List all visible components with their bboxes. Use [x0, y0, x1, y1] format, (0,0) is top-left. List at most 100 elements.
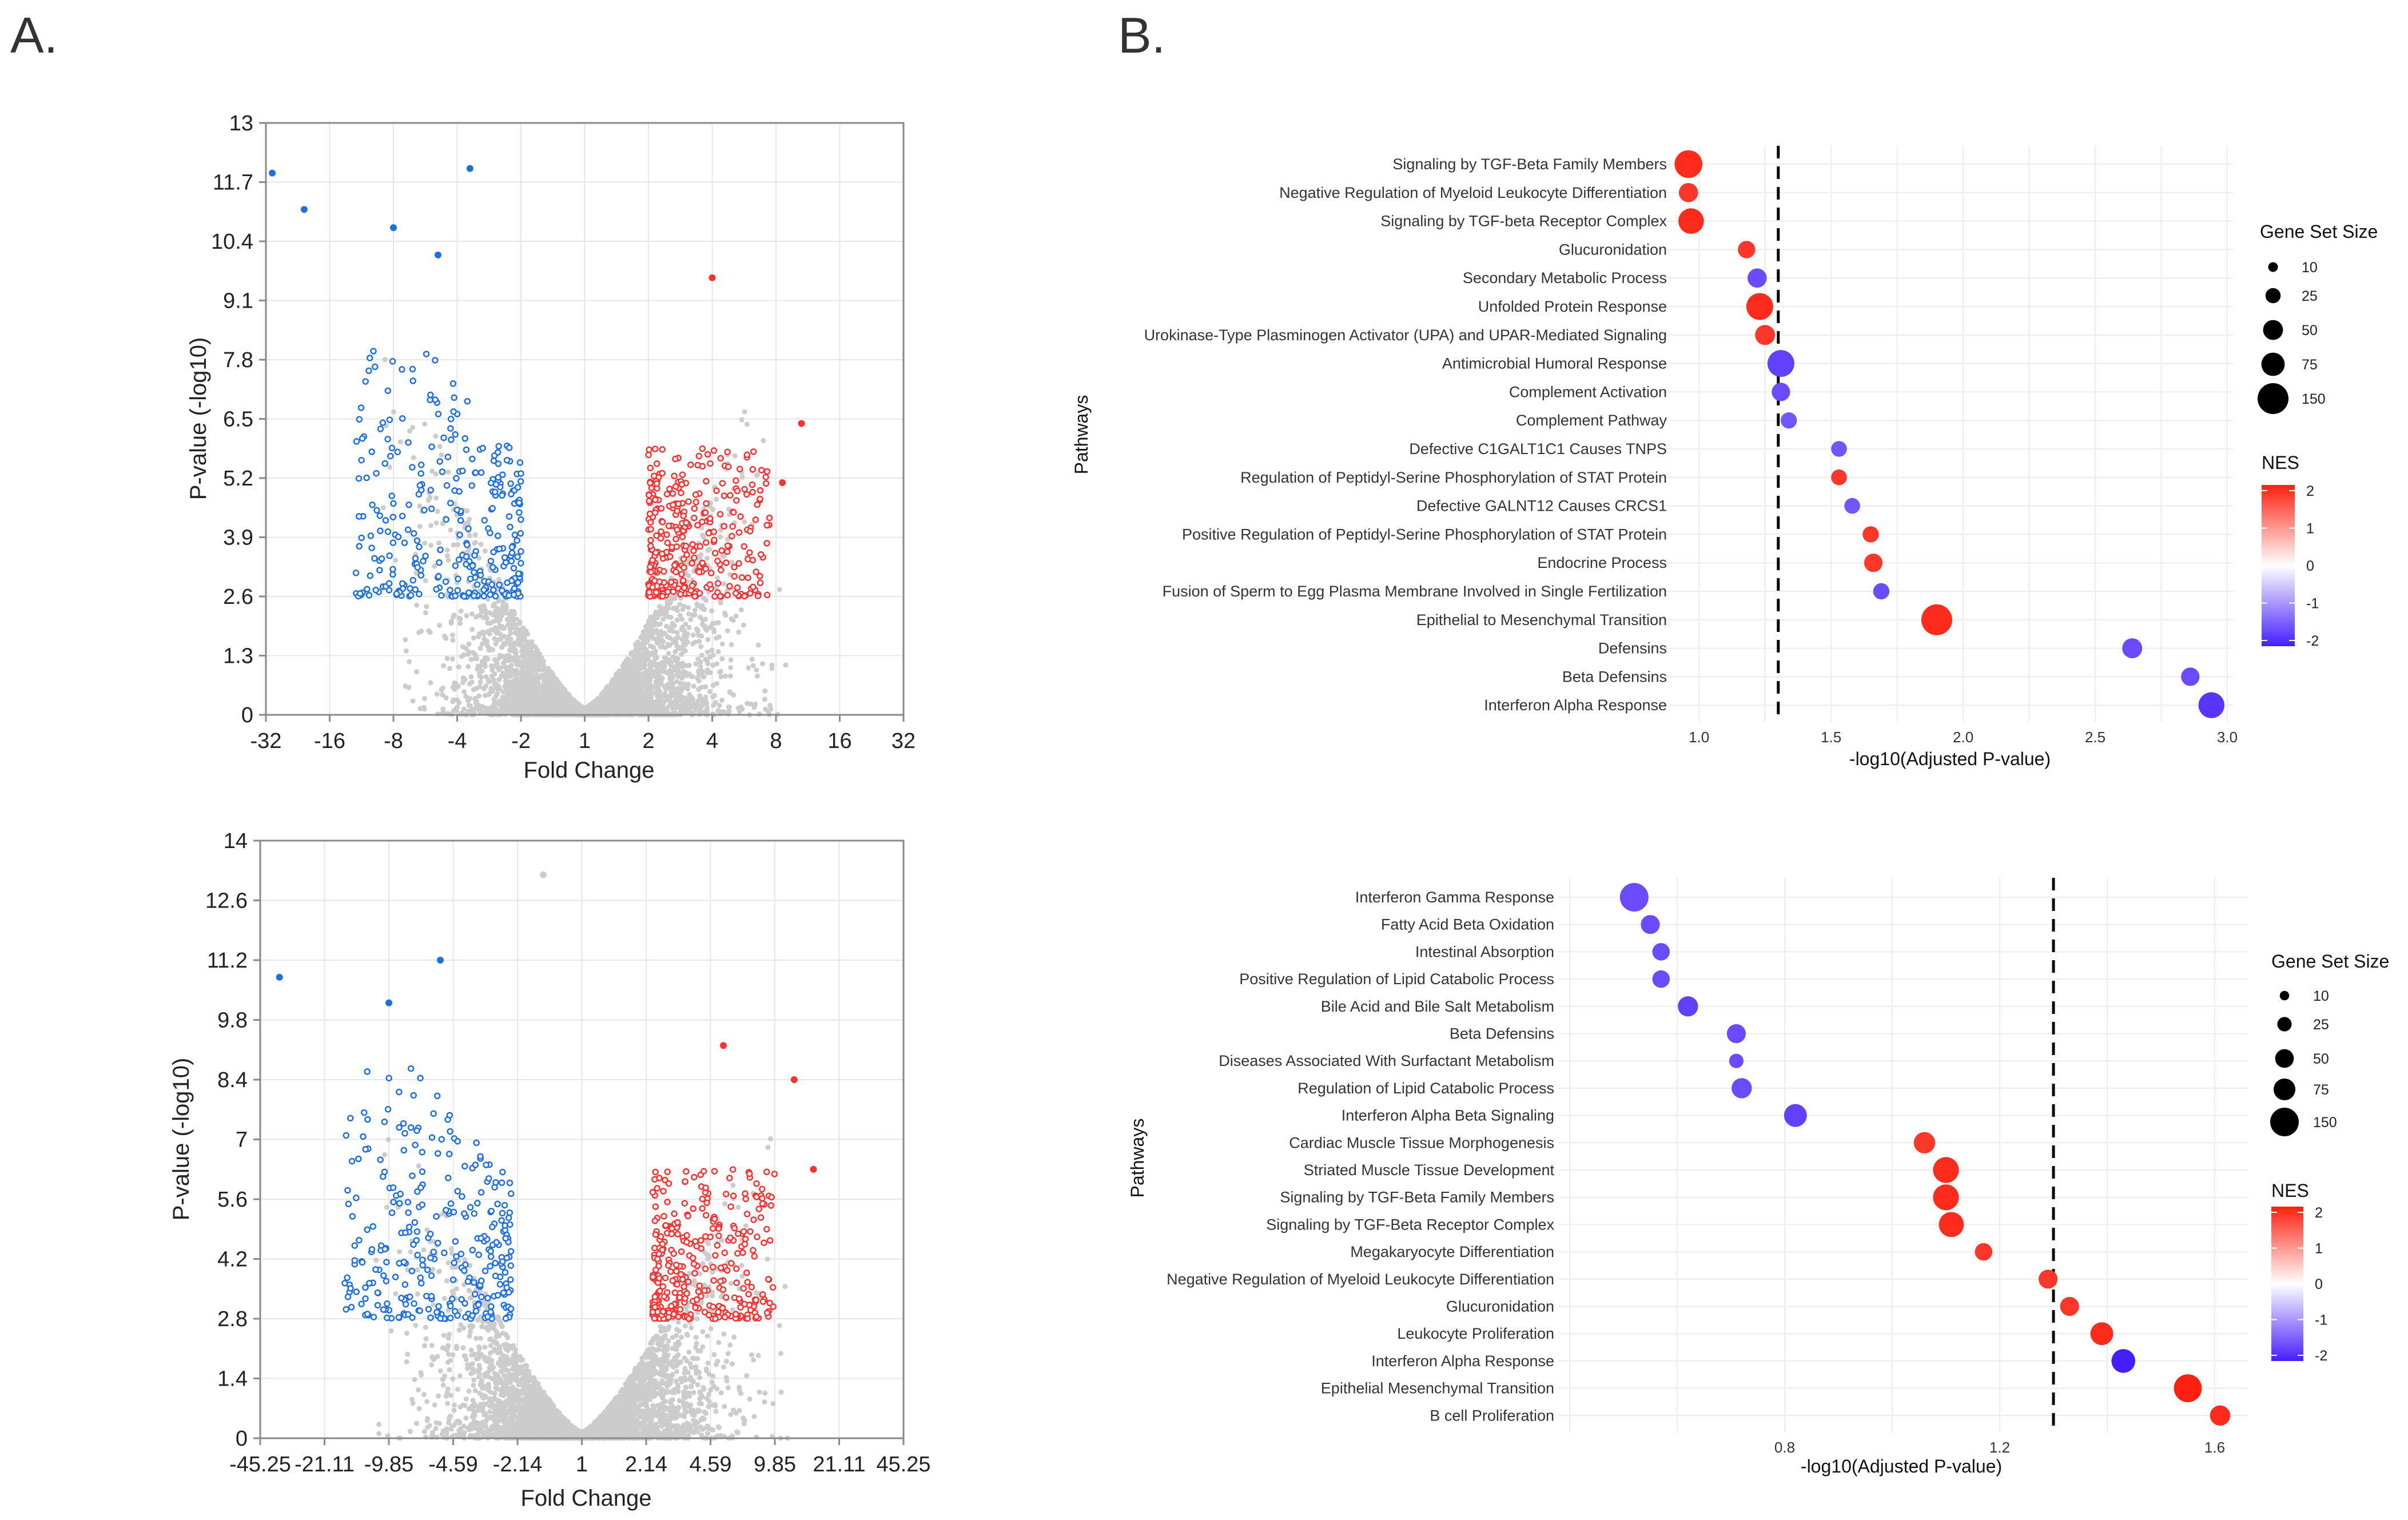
ns-point — [459, 654, 464, 659]
ns-point — [531, 699, 536, 705]
ns-point — [717, 703, 722, 709]
ns-point — [464, 613, 469, 619]
ns-point — [484, 655, 489, 661]
notable-point — [269, 169, 276, 177]
ns-point — [644, 631, 650, 636]
ns-point — [618, 691, 624, 697]
up-point — [651, 445, 659, 452]
up-point — [710, 528, 718, 535]
ns-point — [570, 707, 576, 713]
up-point — [690, 547, 697, 554]
up-point — [763, 540, 770, 547]
ns-point — [492, 705, 497, 711]
down-point — [471, 592, 477, 599]
ns-point — [524, 643, 530, 649]
up-point — [696, 543, 704, 550]
volcano-top-ns-points — [380, 357, 789, 718]
ns-point — [387, 464, 393, 470]
volcano-plot-bottom: -45.25 -21.11 -9.85 -4.59 -2.14 1 2.14 4.59 9.85… — [169, 829, 931, 1511]
down-point — [427, 487, 434, 494]
down-point — [451, 394, 457, 401]
up-point — [680, 564, 687, 571]
down-point — [399, 366, 405, 373]
panel-label-b: B. — [1118, 7, 1165, 63]
down-point — [489, 505, 496, 512]
ns-point — [497, 618, 503, 623]
ns-point — [477, 604, 483, 610]
ns-point — [685, 686, 691, 692]
down-point — [491, 488, 499, 496]
up-point — [763, 468, 771, 475]
ns-point — [482, 638, 488, 643]
ns-point — [604, 705, 610, 710]
down-point — [377, 425, 384, 432]
y-tick-label: 3.9 — [223, 526, 253, 550]
down-point — [389, 571, 396, 578]
ns-point — [457, 616, 463, 622]
ns-point — [529, 639, 535, 644]
up-point — [678, 490, 684, 496]
down-point — [454, 587, 461, 594]
down-point — [515, 579, 522, 586]
ns-point — [501, 702, 507, 708]
ns-point — [638, 660, 643, 666]
ns-point — [515, 697, 521, 703]
ns-point — [619, 685, 625, 691]
ns-point — [474, 656, 480, 661]
up-point — [672, 483, 679, 490]
down-point — [390, 500, 397, 507]
x-tick-label: -16 — [314, 729, 345, 753]
up-point — [663, 531, 670, 538]
down-point — [453, 475, 460, 482]
ns-point — [603, 695, 609, 701]
ns-point — [460, 680, 465, 686]
ns-point — [609, 692, 614, 698]
ns-point — [496, 576, 501, 582]
ns-point — [489, 689, 495, 694]
down-point — [432, 396, 439, 403]
ns-point — [439, 452, 444, 458]
down-point — [489, 564, 496, 571]
ns-point — [478, 542, 484, 547]
down-point — [492, 592, 499, 600]
ns-point — [482, 663, 488, 669]
ns-point — [670, 596, 675, 602]
ns-point — [450, 632, 455, 638]
y-tick-label: 1.3 — [223, 644, 253, 669]
ns-point — [674, 630, 680, 635]
down-point — [404, 526, 412, 534]
ns-point — [467, 681, 472, 687]
up-point — [705, 530, 713, 537]
ns-point — [469, 627, 475, 632]
down-point — [385, 580, 393, 587]
ns-point — [769, 662, 775, 668]
down-point — [450, 408, 457, 415]
ns-point — [696, 687, 702, 692]
ns-point — [629, 665, 634, 671]
ns-point — [703, 684, 709, 690]
ns-point — [693, 661, 699, 667]
ns-point — [433, 495, 439, 501]
ns-point — [487, 646, 493, 652]
ns-point — [465, 664, 471, 670]
down-point — [372, 587, 379, 594]
down-point — [460, 593, 468, 600]
down-point — [504, 579, 511, 586]
ns-point — [698, 604, 704, 610]
ns-point — [471, 650, 476, 655]
down-point — [427, 391, 434, 399]
up-point — [731, 563, 738, 571]
ns-point — [428, 543, 433, 548]
down-point — [435, 573, 442, 580]
ns-point — [666, 651, 671, 656]
up-point — [659, 469, 666, 477]
down-point — [371, 555, 378, 562]
down-point — [437, 546, 444, 554]
up-point — [645, 451, 652, 459]
ns-point — [393, 558, 399, 563]
up-point — [659, 446, 666, 453]
ns-point — [710, 620, 715, 626]
ns-point — [608, 711, 614, 717]
down-point — [456, 531, 463, 538]
